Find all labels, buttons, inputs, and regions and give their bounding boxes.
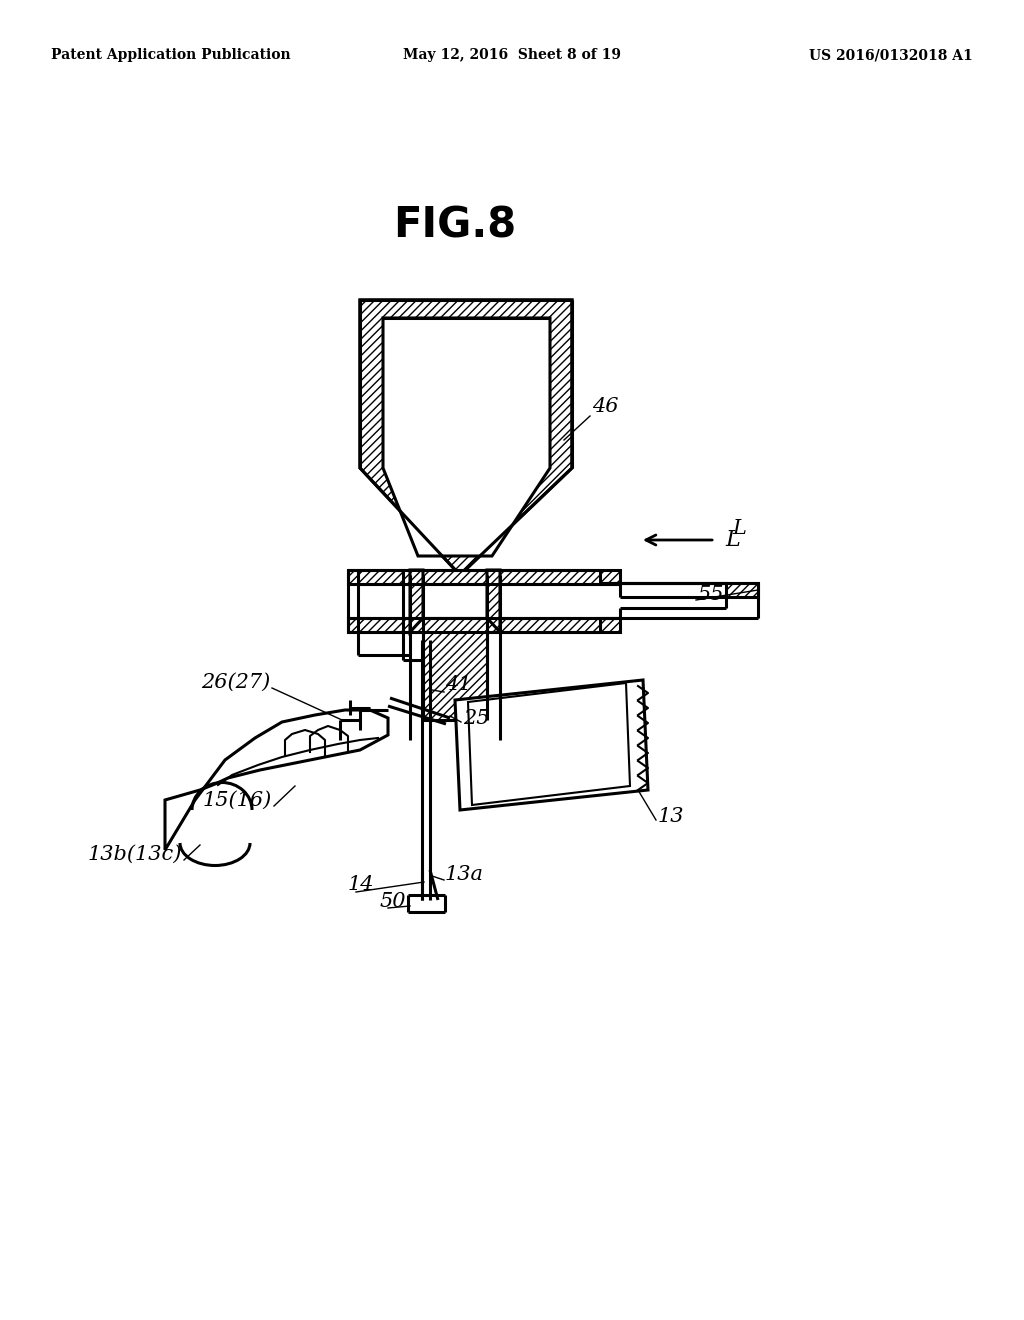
- Text: 46: 46: [592, 397, 618, 416]
- Text: 13a: 13a: [445, 865, 484, 884]
- Text: 26(27): 26(27): [201, 673, 270, 692]
- Polygon shape: [383, 318, 550, 556]
- Polygon shape: [360, 300, 572, 576]
- Polygon shape: [348, 618, 620, 632]
- Polygon shape: [348, 570, 620, 583]
- Polygon shape: [423, 618, 487, 719]
- Text: 55: 55: [698, 585, 725, 605]
- Polygon shape: [600, 583, 758, 597]
- Text: L: L: [732, 519, 745, 539]
- Text: FIG.8: FIG.8: [393, 205, 517, 246]
- Text: L: L: [725, 529, 739, 550]
- Text: 14: 14: [348, 875, 375, 894]
- Text: US 2016/0132018 A1: US 2016/0132018 A1: [809, 49, 973, 62]
- Text: 13b(13c): 13b(13c): [88, 845, 182, 865]
- Polygon shape: [410, 570, 423, 632]
- Text: May 12, 2016  Sheet 8 of 19: May 12, 2016 Sheet 8 of 19: [403, 49, 621, 62]
- Text: 41: 41: [445, 675, 471, 694]
- Polygon shape: [165, 710, 388, 850]
- Text: 25: 25: [463, 709, 489, 729]
- Text: 15(16): 15(16): [203, 791, 272, 810]
- Polygon shape: [487, 570, 500, 632]
- Text: Patent Application Publication: Patent Application Publication: [51, 49, 291, 62]
- Text: 13: 13: [658, 807, 684, 826]
- Text: 50: 50: [380, 892, 407, 911]
- Polygon shape: [455, 680, 648, 810]
